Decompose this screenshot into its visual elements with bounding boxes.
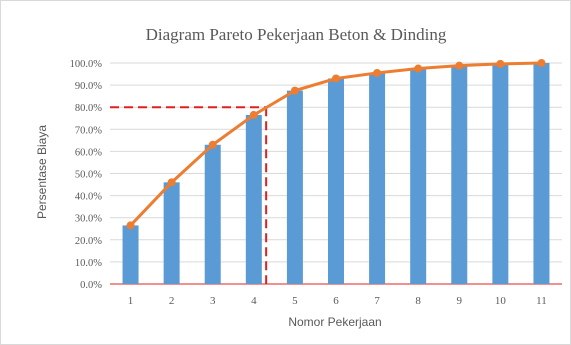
x-tick-label: 9: [457, 295, 463, 307]
x-tick-label: 1: [128, 295, 134, 307]
bar: [492, 63, 509, 284]
line-point: [208, 140, 217, 149]
y-tick-label: 60.0%: [75, 147, 102, 158]
line-point: [126, 221, 135, 230]
bar: [204, 144, 221, 284]
y-tick-label: 50.0%: [75, 170, 102, 181]
bar: [369, 72, 386, 284]
x-tick-label: 7: [374, 295, 380, 307]
bar: [410, 68, 427, 285]
bar: [286, 90, 303, 284]
bar: [122, 225, 139, 284]
line-point: [537, 59, 546, 67]
x-tick-label: 8: [415, 295, 421, 307]
bar: [533, 63, 550, 284]
y-tick-label: 80.0%: [75, 103, 102, 114]
bar: [328, 78, 344, 284]
line-point: [455, 61, 464, 70]
x-tick-label: 4: [251, 295, 257, 307]
line-point: [332, 74, 340, 83]
bar: [451, 65, 468, 284]
y-tick-label: 100.0%: [70, 59, 103, 70]
line-point: [414, 64, 423, 73]
x-tick-label: 2: [169, 295, 175, 307]
bar: [245, 114, 262, 284]
y-tick-label: 0.0%: [80, 280, 102, 291]
x-tick-label: 11: [536, 295, 547, 307]
line-point: [167, 178, 176, 187]
x-axis-label: Nomor Pekerjaan: [288, 315, 381, 329]
bar: [163, 182, 180, 284]
y-tick-label: 40.0%: [75, 192, 102, 203]
chart-title: Diagram Pareto Pekerjaan Beton & Dinding: [146, 25, 447, 44]
x-tick-label: 5: [292, 295, 298, 307]
x-tick-label: 6: [333, 295, 339, 307]
line-point: [373, 68, 382, 77]
line-point: [496, 59, 505, 68]
line-point: [249, 110, 258, 119]
x-tick-label: 3: [210, 295, 216, 307]
y-tick-label: 70.0%: [75, 125, 102, 136]
y-tick-label: 10.0%: [75, 258, 102, 269]
y-axis-ticks: 0.0% 10.0% 20.0% 30.0% 40.0% 50.0% 60.0% 70.0% 8…: [70, 59, 103, 291]
cumulative-line-series: [126, 59, 546, 230]
y-tick-label: 20.0%: [75, 236, 102, 247]
reference-lines: [110, 106, 268, 284]
x-tick-label: 10: [495, 295, 507, 307]
y-axis-label: Persentase Biaya: [35, 125, 49, 219]
x-axis-ticks: 1 2 3 4 5 6 7 8 9 10 11: [128, 295, 547, 307]
y-tick-label: 30.0%: [75, 214, 102, 225]
line-point: [290, 86, 299, 95]
y-tick-label: 90.0%: [75, 81, 102, 92]
bar-series: [122, 63, 550, 285]
